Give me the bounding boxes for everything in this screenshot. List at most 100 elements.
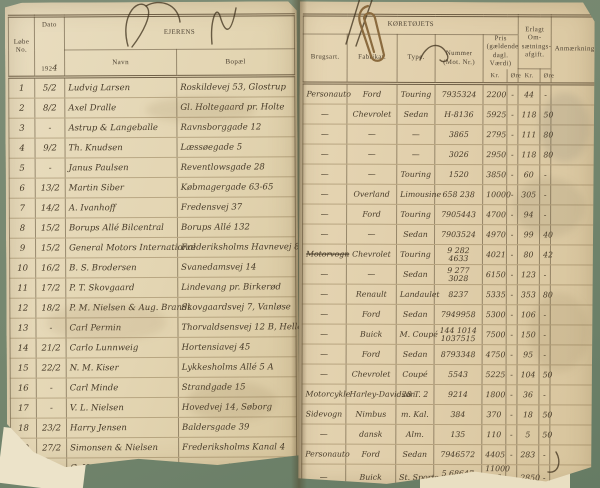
cell-pris-ore: - [506, 225, 517, 245]
cell-type: Alm. [396, 425, 434, 445]
cell-anmaerkning [551, 185, 595, 205]
cell-anmaerkning [551, 225, 595, 245]
cell-type: — [397, 125, 435, 145]
cell-pris-kr: 5300 [482, 305, 506, 325]
cell-pris-ore: - [506, 365, 517, 385]
ledger-row: 11 17/2 P. T. Skovgaard Lindevang pr. Birke… [10, 277, 296, 298]
cell-afgift-kr: 305 [518, 185, 540, 205]
cell-dato: 16/2 [36, 258, 66, 278]
cell-nummer: 7935324 [435, 84, 483, 105]
cell-nummer: 5543 [434, 365, 482, 385]
ledger-row: 8 15/2 Borups Allé Bilcentral Borups Allé 1… [9, 217, 295, 238]
cell-pris-kr: 4405 [482, 445, 506, 465]
cell-bopael: Skovgaardsvej 7, Vanløse [178, 297, 296, 318]
cell-anmaerkning [550, 265, 594, 285]
sub-header-ore: Øre [540, 69, 551, 84]
col-header-type: Type. [397, 34, 435, 84]
cell-brugsart: Motorvogn [302, 244, 346, 264]
cell-navn: Janus Paulsen [65, 157, 177, 178]
cell-nummer: 9214 [434, 385, 482, 405]
ledger-row: Motorcykle Harley-Davidson 28 T. 2 9214 1800… [302, 384, 594, 405]
cell-nummer: 3865 [435, 125, 483, 145]
cell-fabrikat: Chevrolet [346, 245, 396, 265]
cell-fabrikat: Nimbus [346, 405, 396, 425]
cell-pris-ore: - [507, 145, 518, 165]
cell-lobe-no: 15 [10, 358, 36, 378]
cell-dato: - [36, 398, 66, 418]
cell-bopael: Gl. Holtegaard pr. Holte [177, 97, 295, 118]
cell-anmaerkning [550, 385, 594, 405]
col-header-afgift: Erlagt Om-sætnings-afgift. [518, 16, 551, 70]
cell-dato: - [36, 378, 66, 398]
cell-nummer: 1520 [435, 165, 483, 185]
cell-brugsart: — [303, 144, 347, 164]
ledger-row: 10 16/2 B. S. Brodersen Svanedamsvej 14 [10, 257, 296, 278]
cell-dato: 15/2 [36, 238, 66, 258]
cell-afgift-kr: 123 [517, 265, 539, 285]
cell-navn: N. M. Kiser [66, 357, 178, 378]
cell-afgift-ore: - [539, 345, 550, 365]
cell-pris-kr: 370 [482, 405, 506, 425]
cell-fabrikat: Buick [346, 465, 396, 488]
ledger-row: — Ford Touring 7905443 4700-94- [303, 204, 595, 225]
cell-bopael: Hovedvej 14, Søborg [178, 397, 296, 418]
sub-header-kr: Kr. [518, 69, 540, 84]
cell-brugsart: — [302, 284, 346, 304]
cell-afgift-ore: 50 [539, 365, 550, 385]
cell-type: Coupé [396, 365, 434, 385]
left-page-title: EJERENS [64, 15, 294, 50]
dato-label: Dato [41, 21, 57, 29]
cell-lobe-no: 3 [9, 118, 35, 138]
cell-anmaerkning [550, 425, 594, 445]
header-title-row: Løbe No. Dato 1924 EJERENS [8, 15, 294, 51]
cell-pris-kr: 7500 [482, 325, 506, 345]
cell-bopael: Svanedamsvej 14 [178, 257, 296, 278]
cell-type: Landaulet [396, 285, 434, 305]
cell-nummer: 384 [434, 405, 482, 425]
cell-dato: 18/2 [36, 298, 66, 318]
cell-afgift-ore: 80 [539, 285, 550, 305]
cell-fabrikat: — [346, 265, 396, 285]
cell-pris-kr: 5225 [482, 365, 506, 385]
cell-pris-kr: 2200 [483, 84, 507, 105]
cell-lobe-no: 16 [10, 378, 36, 398]
cell-afgift-kr: 99 [518, 225, 540, 245]
cell-lobe-no: 11 [10, 278, 36, 298]
cell-anmaerkning [551, 145, 595, 165]
cell-dato: 22/2 [36, 358, 66, 378]
ledger-row: 13- Carl Permin Thorvaldsensvej 12 B, Hell… [10, 317, 296, 338]
cell-brugsart: — [303, 164, 347, 184]
cell-bopael: Fredensvej 37 [177, 197, 295, 218]
cell-fabrikat: Chevrolet [347, 105, 397, 125]
cell-afgift-ore: 80 [540, 145, 551, 165]
cell-dato: 8/2 [35, 98, 65, 118]
cell-lobe-no: 1 [9, 77, 35, 98]
cell-anmaerkning [550, 405, 594, 425]
cell-dato: - [36, 318, 66, 338]
cell-nummer: 9 277 3028 [434, 265, 482, 285]
cell-fabrikat: Harley-Davidson [346, 385, 396, 405]
cell-afgift-kr: 18 [517, 405, 539, 425]
ledger-row: — Ford Sedan 7949958 5300-106- [302, 304, 594, 325]
cell-pris-kr: 4021 [482, 245, 506, 265]
cell-pris-ore: - [506, 405, 517, 425]
cell-brugsart: — [303, 204, 347, 224]
cell-pris-ore: - [507, 84, 518, 105]
cell-bopael: Lykkesholms Allé 5 A [178, 357, 296, 378]
cell-afgift-kr: 94 [518, 205, 540, 225]
cell-bopael: Strandgade 15 [178, 377, 296, 398]
cell-afgift-kr: 36 [517, 385, 539, 405]
cell-brugsart: Personauto [303, 83, 347, 104]
cell-dato: 23/2 [36, 418, 66, 438]
cell-bopael: Lindevang pr. Birkerød [178, 277, 296, 298]
cell-nummer: 7949958 [434, 305, 482, 325]
cell-lobe-no: 9 [10, 238, 36, 258]
cell-lobe-no: 5 [9, 158, 35, 178]
cell-anmaerkning [551, 84, 595, 105]
cell-dato: 27/2 [37, 438, 67, 458]
cell-pris-kr: 5335 [482, 285, 506, 305]
col-header-brugsart: Brugsart. [303, 34, 347, 84]
header-title-row: KØRETØJETS Erlagt Om-sætnings-afgift. An… [303, 15, 595, 35]
cell-pris-kr: 2795 [483, 125, 507, 145]
